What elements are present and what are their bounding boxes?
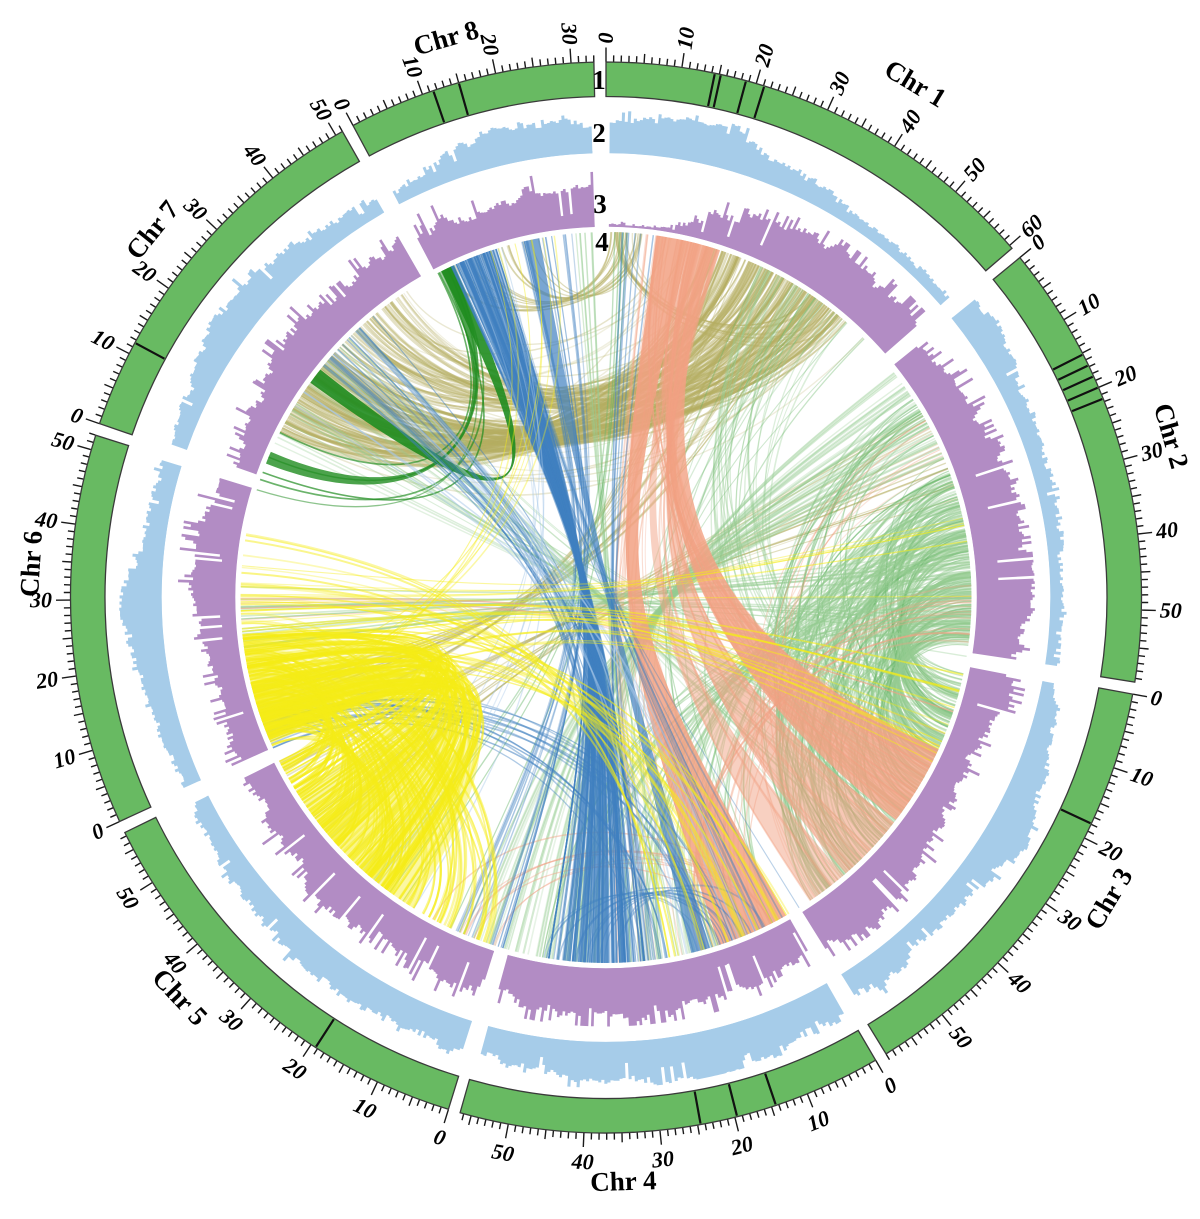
- svg-text:30: 30: [556, 21, 582, 46]
- svg-text:4: 4: [595, 227, 609, 257]
- svg-text:40: 40: [570, 1149, 594, 1175]
- svg-text:1: 1: [592, 65, 606, 95]
- svg-text:40: 40: [1154, 516, 1180, 544]
- svg-text:20: 20: [475, 30, 504, 58]
- svg-text:0: 0: [1149, 685, 1164, 712]
- svg-text:20: 20: [33, 666, 59, 694]
- svg-text:2: 2: [592, 118, 606, 148]
- svg-text:3: 3: [593, 189, 607, 219]
- svg-text:Chr 4: Chr 4: [590, 1165, 657, 1197]
- svg-text:40: 40: [33, 506, 59, 534]
- svg-text:30: 30: [650, 1146, 675, 1173]
- svg-text:0: 0: [593, 33, 618, 44]
- svg-text:Chr 6: Chr 6: [14, 530, 48, 598]
- svg-text:10: 10: [672, 25, 700, 50]
- svg-text:50: 50: [1160, 598, 1183, 623]
- svg-text:30: 30: [29, 587, 52, 612]
- svg-text:50: 50: [490, 1138, 516, 1167]
